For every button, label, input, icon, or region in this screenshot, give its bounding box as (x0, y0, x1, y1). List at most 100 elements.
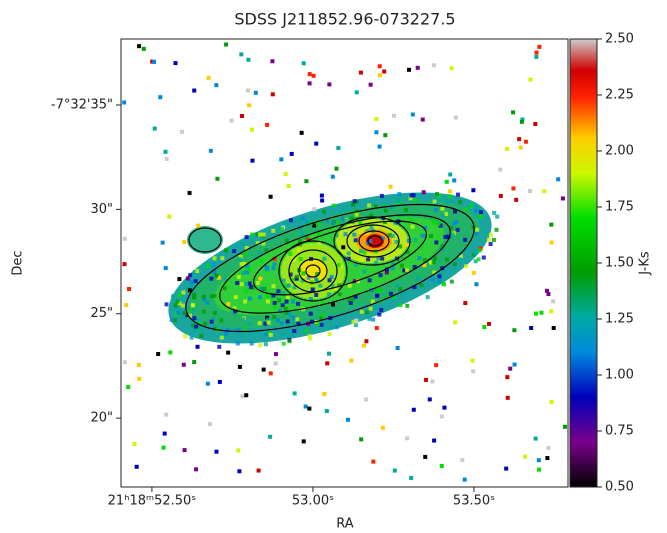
pixel (268, 194, 273, 199)
pixel (137, 44, 142, 49)
pixel (373, 204, 378, 209)
pixel (315, 271, 320, 276)
pixel (258, 250, 263, 255)
pixel (192, 293, 197, 298)
pixel (122, 360, 127, 365)
pixel (189, 280, 194, 285)
pixel (244, 393, 249, 398)
pixel (475, 227, 480, 232)
pixel (353, 238, 358, 243)
pixel (505, 375, 510, 380)
pixel (188, 313, 193, 318)
pixel (377, 64, 382, 69)
pixel (122, 262, 127, 267)
pixel (419, 283, 424, 288)
colorbar-tick-label: 1.75 (605, 200, 634, 215)
pixel (287, 339, 292, 344)
pixel (270, 59, 275, 64)
pixel (191, 308, 196, 313)
pixel (284, 310, 289, 315)
pixel (216, 275, 221, 280)
pixel (439, 414, 444, 419)
contour (288, 249, 338, 293)
pixel (351, 202, 356, 207)
pixel (271, 284, 276, 289)
pixel (226, 302, 231, 307)
pixel (361, 343, 366, 348)
pixel (432, 256, 437, 261)
pixel (283, 306, 288, 311)
pixel (470, 358, 475, 363)
pixel (175, 299, 180, 304)
pixel (250, 232, 255, 237)
pixel (529, 326, 534, 331)
pixel (314, 292, 319, 297)
pixel (356, 279, 361, 284)
pixel (163, 149, 168, 154)
pixel (353, 323, 358, 328)
pixel (448, 172, 453, 177)
pixel (333, 286, 338, 291)
pixel (199, 333, 204, 338)
pixel (486, 237, 491, 242)
pixel (212, 269, 217, 274)
pixel (163, 266, 168, 271)
pixel (449, 279, 454, 284)
pixel (365, 241, 370, 246)
pixel (223, 277, 228, 282)
pixel (272, 256, 277, 261)
pixel (222, 286, 227, 291)
pixel (356, 308, 361, 313)
pixel (343, 232, 348, 237)
pixel (354, 212, 359, 217)
pixel (164, 302, 169, 307)
pixel (209, 294, 214, 299)
pixel (545, 456, 550, 461)
pixel (289, 151, 294, 156)
colorbar-tick-label: 1.00 (605, 368, 634, 383)
pixel (408, 196, 413, 201)
pixel (319, 315, 324, 320)
pixel (388, 184, 393, 189)
pixel (308, 311, 313, 316)
pixel (195, 344, 200, 349)
contours (185, 203, 475, 333)
pixel (300, 278, 305, 283)
pixel (235, 280, 240, 285)
pixel (187, 288, 192, 293)
pixel (432, 438, 437, 443)
pixel (337, 283, 342, 288)
pixel (182, 240, 187, 245)
pixel (430, 277, 435, 282)
pixel (352, 232, 357, 237)
pixel (368, 306, 373, 311)
pixel (495, 214, 500, 219)
pixel (291, 315, 296, 320)
pixel (341, 245, 346, 250)
pixel (318, 283, 323, 288)
pixel (177, 293, 182, 298)
pixel (261, 232, 266, 237)
y-tick-label: 25" (90, 306, 113, 321)
pixel (185, 313, 190, 318)
pixel (379, 307, 384, 312)
pixel (224, 331, 229, 336)
pixel (301, 439, 306, 444)
pixel (307, 406, 312, 411)
pixel (556, 177, 561, 182)
pixel (504, 466, 509, 471)
pixel (410, 112, 415, 117)
pixel (536, 458, 541, 463)
pixel (421, 190, 426, 195)
colorbar-tick-label: 1.50 (605, 256, 634, 271)
pixel (442, 405, 447, 410)
pixel (162, 431, 167, 436)
pixel (359, 437, 364, 442)
pixel (322, 256, 327, 261)
pixel (346, 251, 351, 256)
pixel (299, 231, 304, 236)
pixel (250, 285, 255, 290)
pixel (370, 299, 375, 304)
pixel (312, 223, 317, 228)
pixel (244, 235, 249, 240)
